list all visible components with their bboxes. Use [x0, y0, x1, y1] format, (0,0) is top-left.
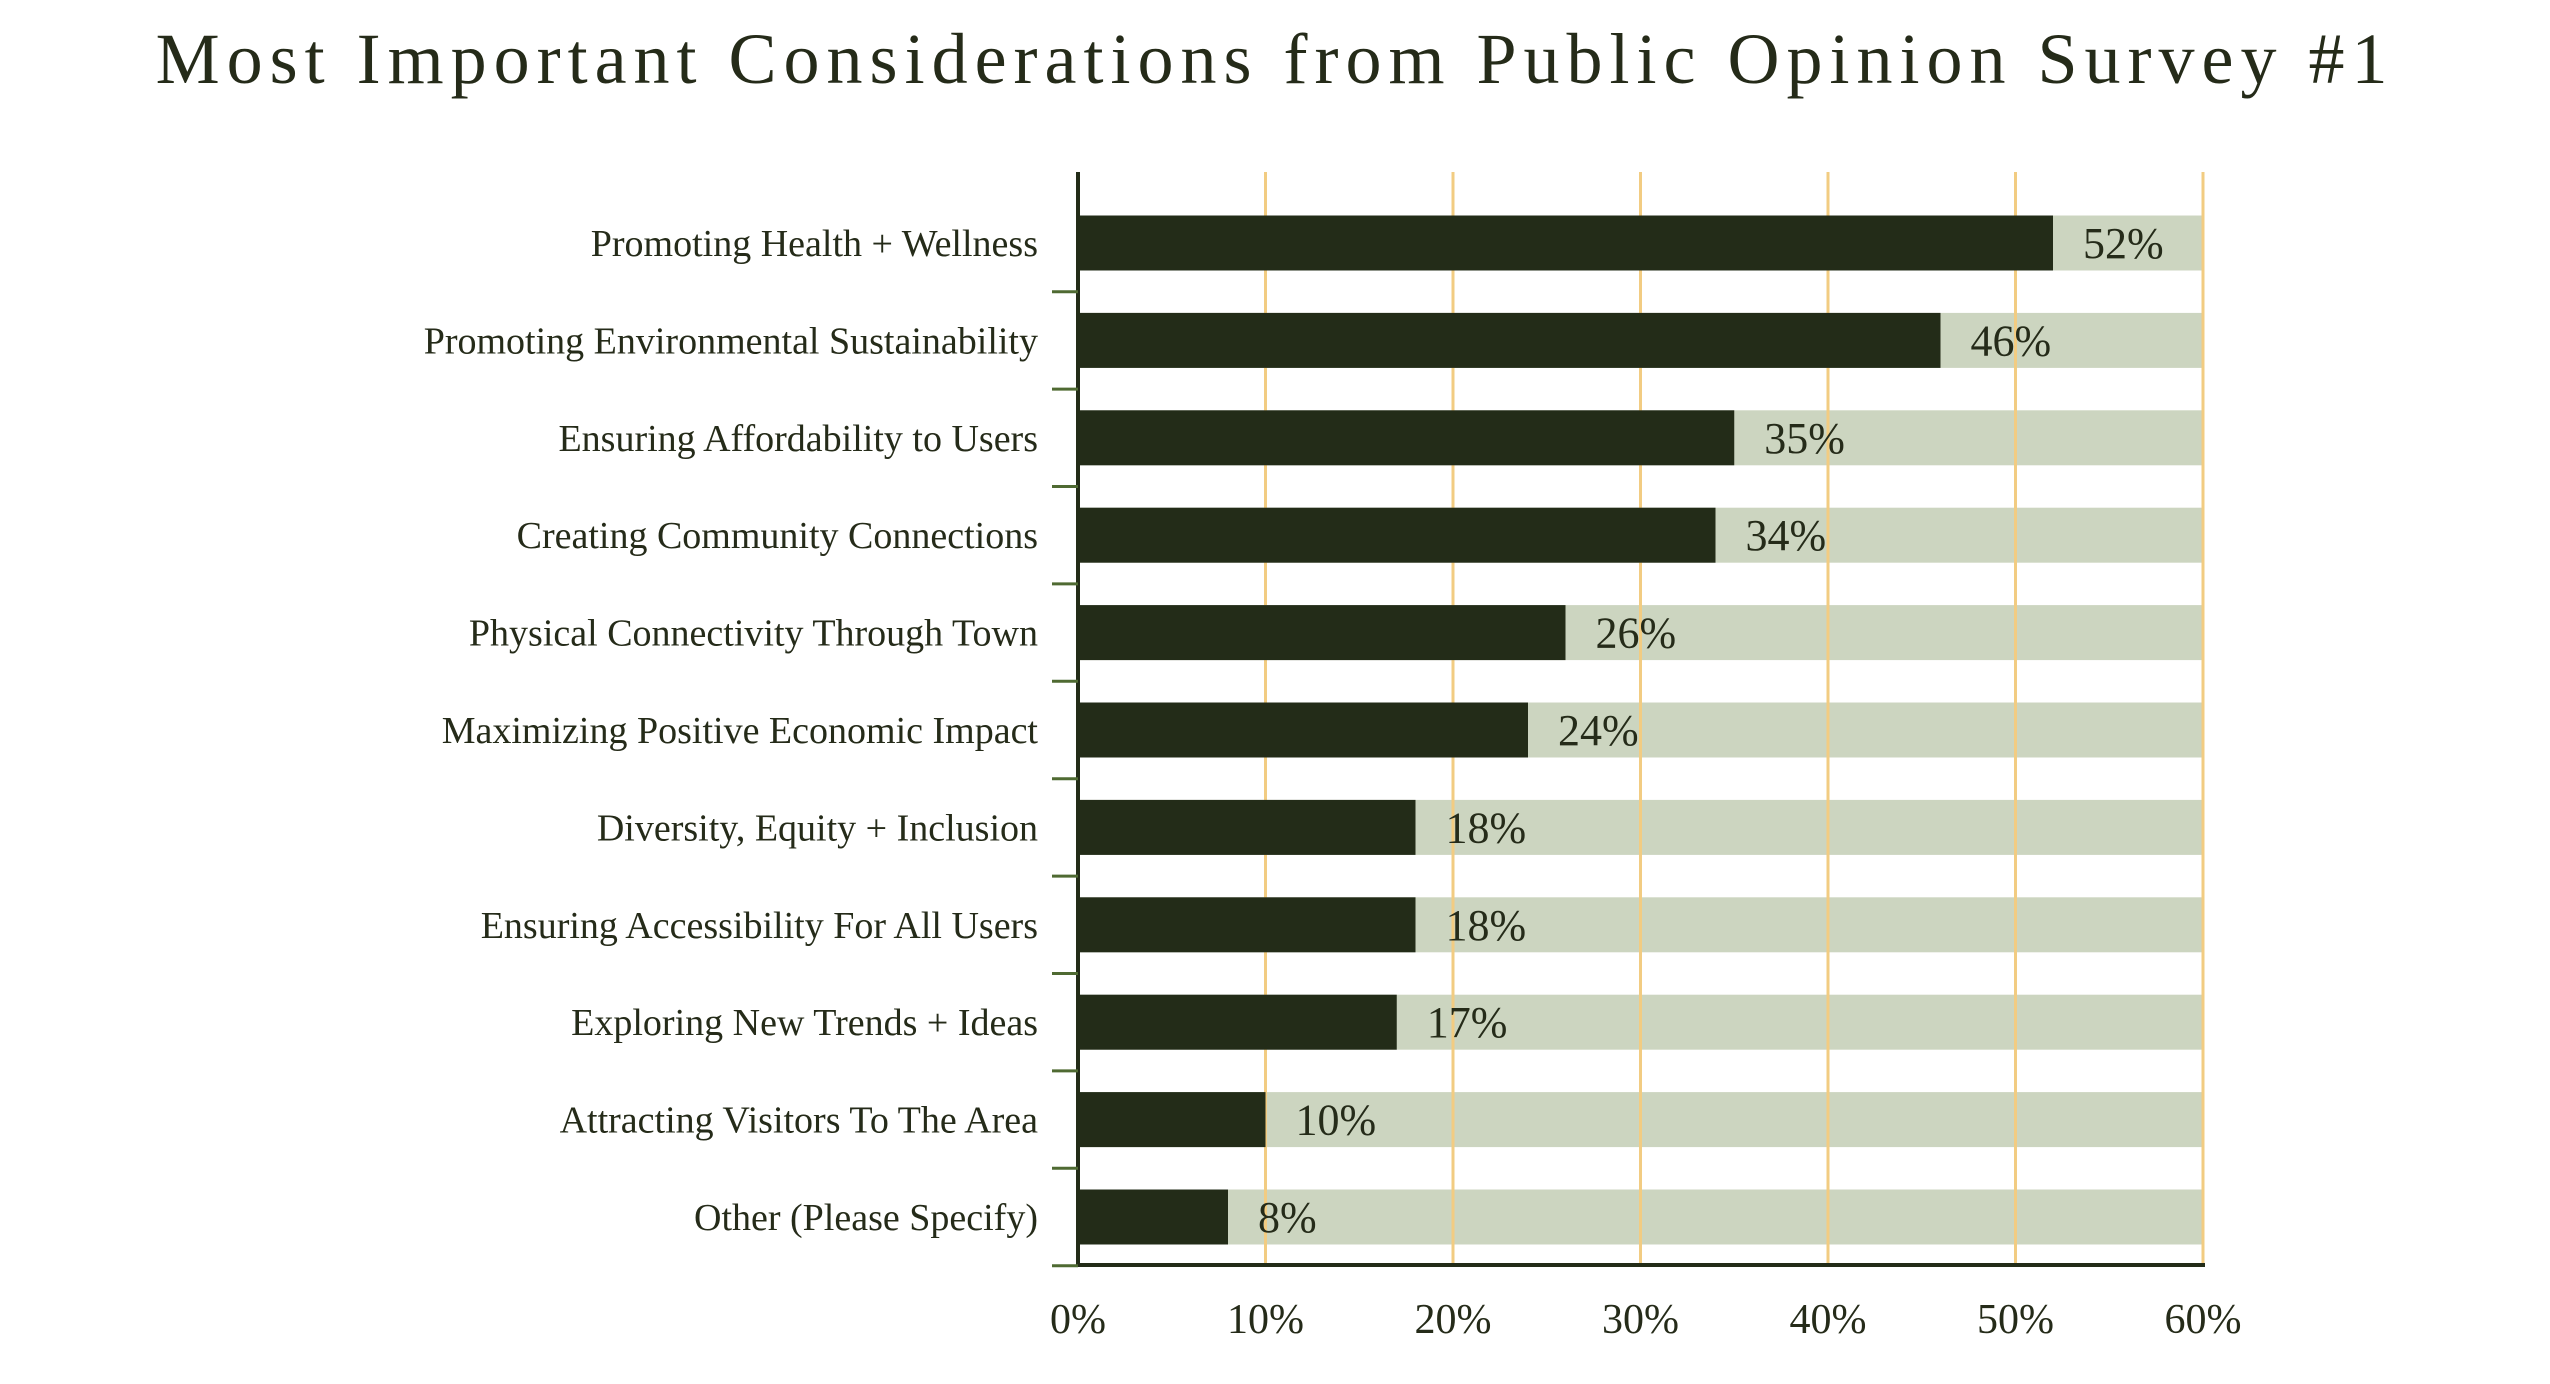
value-label: 35% [1764, 414, 1845, 463]
x-tick-label: 30% [1602, 1297, 1679, 1343]
bar [1078, 799, 1416, 855]
category-label: Physical Connectivity Through Town [469, 613, 1038, 655]
bar [1078, 1189, 1228, 1245]
value-label: 52% [2083, 219, 2164, 268]
category-label: Attracting Visitors To The Area [560, 1100, 1039, 1142]
axes [1052, 172, 2205, 1268]
bar [1078, 897, 1416, 953]
bars [1078, 215, 2053, 1245]
x-tick-label: 20% [1415, 1297, 1492, 1343]
bar [1078, 994, 1397, 1050]
value-label: 17% [1427, 998, 1508, 1047]
bar [1078, 1092, 1266, 1148]
value-label: 18% [1446, 803, 1527, 852]
value-label: 46% [1971, 316, 2052, 365]
category-label: Other (Please Specify) [694, 1197, 1038, 1239]
value-labels: 52% 46% 35% 34% 26% 24% 18% 18% 17% 10% 8% [1258, 219, 2164, 1242]
bar [1078, 702, 1528, 758]
value-label: 34% [1746, 511, 1827, 560]
bar [1078, 215, 2053, 271]
chart-title: Most Important Considerations from Publi… [155, 19, 2395, 99]
value-label: 18% [1446, 901, 1527, 950]
bar [1078, 507, 1716, 563]
x-tick-label: 10% [1227, 1297, 1304, 1343]
value-label: 10% [1296, 1096, 1377, 1145]
bar [1078, 605, 1566, 661]
category-label: Promoting Environmental Sustainability [424, 320, 1038, 362]
x-tick-label: 50% [1977, 1297, 2054, 1343]
category-label: Diversity, Equity + Inclusion [597, 807, 1038, 849]
value-label: 8% [1258, 1193, 1317, 1242]
x-tick-label: 0% [1050, 1297, 1106, 1343]
value-label: 24% [1558, 706, 1639, 755]
x-tick-label: 60% [2165, 1297, 2242, 1343]
category-label: Creating Community Connections [517, 515, 1038, 557]
value-label: 26% [1596, 609, 1677, 658]
bar [1078, 312, 1941, 368]
bar [1078, 410, 1735, 466]
category-label: Promoting Health + Wellness [591, 223, 1038, 265]
x-tick-label: 40% [1790, 1297, 1867, 1343]
x-axis-ticks: 0% 10% 20% 30% 40% 50% 60% [1050, 1297, 2242, 1343]
category-label: Ensuring Affordability to Users [558, 418, 1038, 460]
category-label: Exploring New Trends + Ideas [571, 1002, 1038, 1044]
category-label: Ensuring Accessibility For All Users [481, 905, 1038, 947]
category-labels: Promoting Health + Wellness Promoting Env… [424, 223, 1039, 1239]
category-label: Maximizing Positive Economic Impact [442, 710, 1039, 752]
